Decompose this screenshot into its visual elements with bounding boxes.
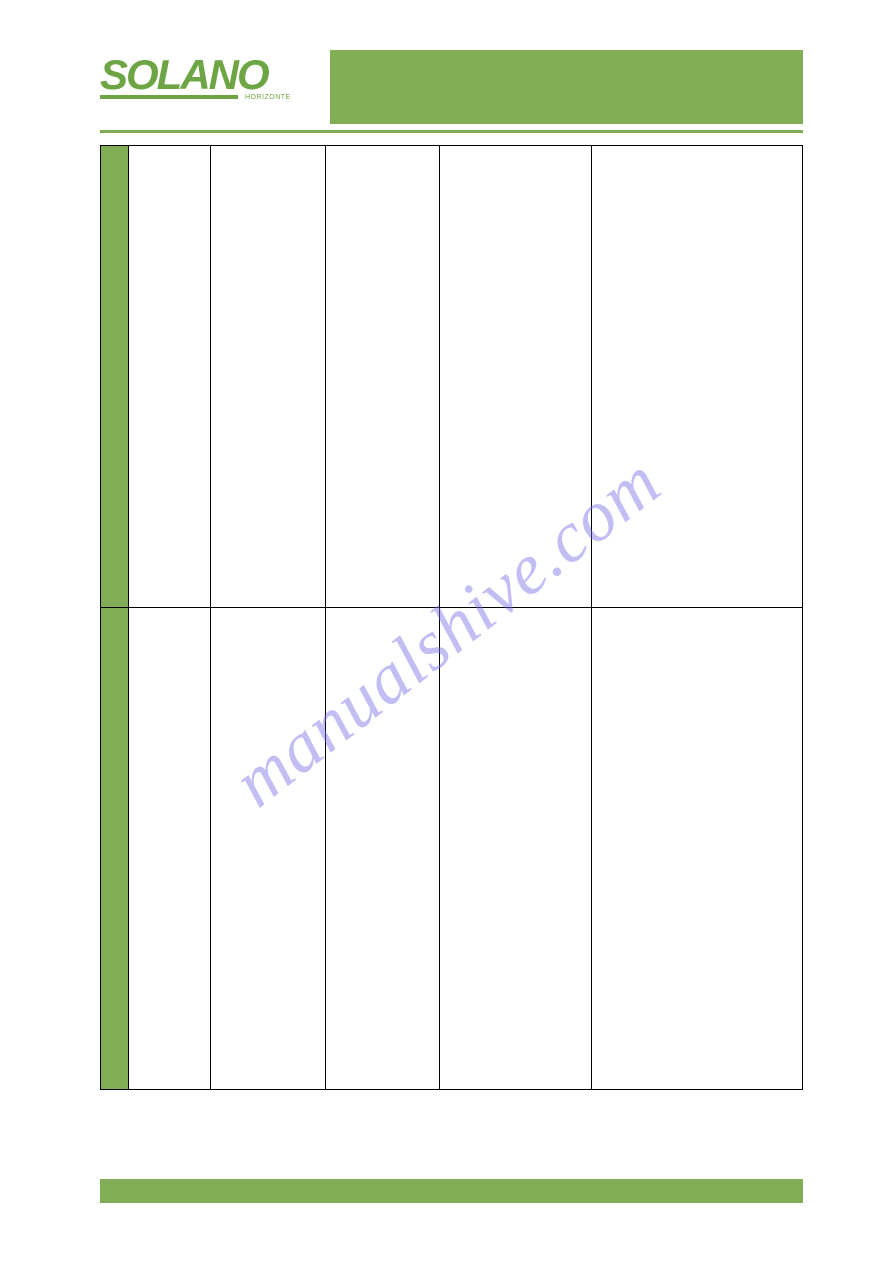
table-cell <box>129 608 211 1090</box>
header: SOLANO HORIZONTE <box>100 50 803 124</box>
table-cell <box>592 146 803 608</box>
header-green-block <box>330 50 803 124</box>
table-cell <box>440 608 592 1090</box>
logo-subtitle: HORIZONTE <box>245 94 291 101</box>
header-rule <box>100 130 803 133</box>
row-stripe <box>101 608 129 1090</box>
logo: SOLANO HORIZONTE <box>100 50 310 101</box>
logo-underline: HORIZONTE <box>100 94 310 101</box>
table-cell <box>210 146 325 608</box>
footer-bar <box>100 1179 803 1203</box>
table-row <box>101 608 803 1090</box>
table-row <box>101 146 803 608</box>
logo-text: SOLANO <box>100 58 310 92</box>
table-cell <box>325 146 440 608</box>
table-cell <box>129 146 211 608</box>
table-cell <box>440 146 592 608</box>
data-table <box>100 145 803 1090</box>
table-cell <box>592 608 803 1090</box>
table-cell <box>210 608 325 1090</box>
row-stripe <box>101 146 129 608</box>
table-cell <box>325 608 440 1090</box>
